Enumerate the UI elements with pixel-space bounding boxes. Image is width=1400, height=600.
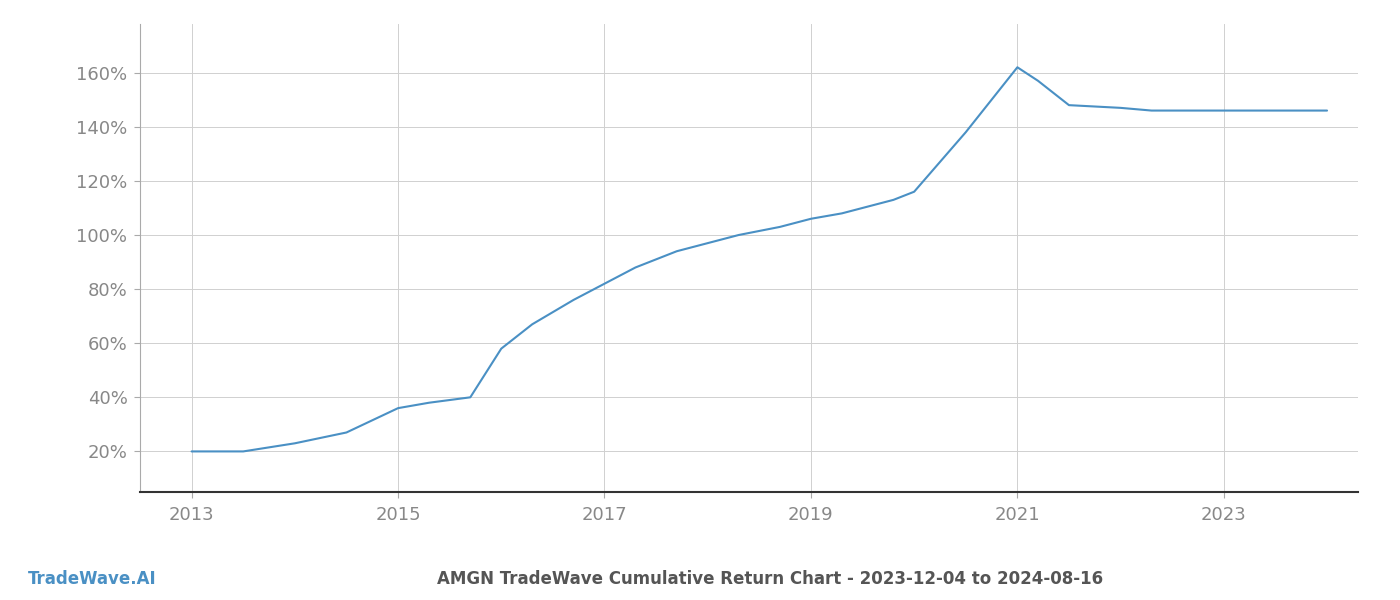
Text: AMGN TradeWave Cumulative Return Chart - 2023-12-04 to 2024-08-16: AMGN TradeWave Cumulative Return Chart -… — [437, 570, 1103, 588]
Text: TradeWave.AI: TradeWave.AI — [28, 570, 157, 588]
